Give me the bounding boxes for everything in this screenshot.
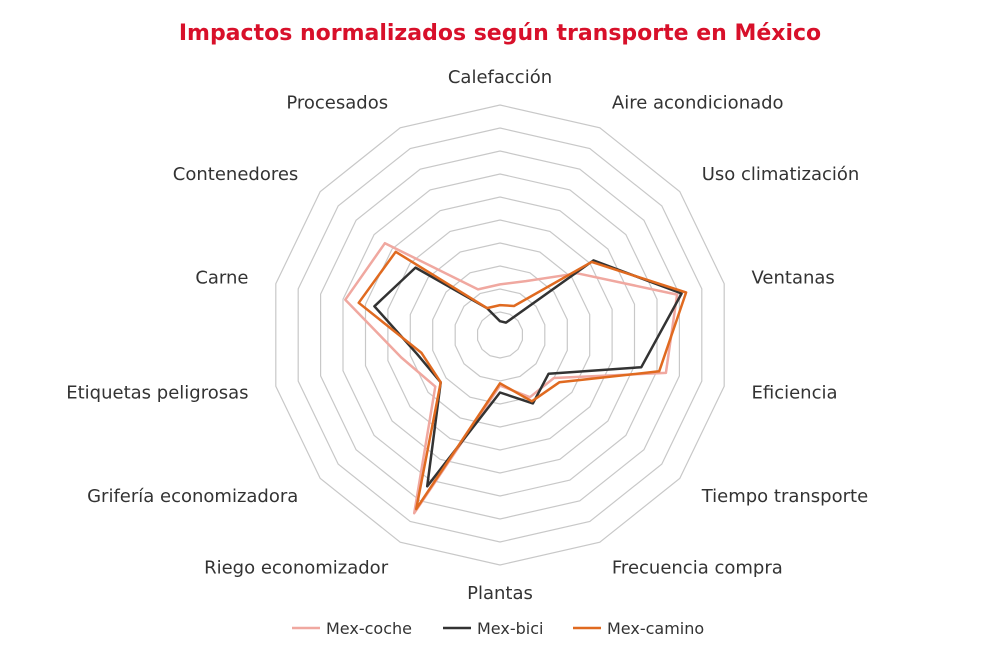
axis-label: Etiquetas peligrosas [66, 382, 248, 403]
axis-label: Riego economizador [204, 557, 389, 578]
legend-label: Mex-coche [326, 619, 412, 638]
legend: Mex-coche Mex-bici Mex-camino [292, 619, 704, 638]
grid-ring [364, 196, 636, 474]
axis-label: Contenedores [173, 164, 299, 185]
grid-ring [477, 311, 524, 359]
grid-ring [275, 104, 725, 566]
axis-label: Procesados [286, 93, 388, 114]
grid-ring [432, 265, 568, 405]
grid-ring [297, 127, 703, 543]
series-lines [344, 241, 688, 515]
grid-ring [387, 219, 613, 451]
chart-title: Impactos normalizados según transporte e… [179, 21, 821, 46]
series-mex-camino [357, 250, 688, 511]
legend-label: Mex-camino [607, 619, 704, 638]
axis-labels: Calefacción Aire acondicionado Uso climati… [66, 67, 868, 604]
axis-label: Uso climatización [702, 164, 860, 185]
axis-label: Tiempo transporte [701, 486, 868, 507]
series-mex-coche [344, 241, 679, 515]
legend-label: Mex-bici [477, 619, 543, 638]
axis-label: Ventanas [752, 268, 835, 289]
axis-label: Aire acondicionado [612, 93, 784, 114]
grid-ring [454, 288, 546, 382]
grid-ring [409, 242, 591, 428]
axis-label: Frecuencia compra [612, 557, 783, 578]
grid-ring [320, 150, 681, 520]
grid-ring [342, 173, 658, 497]
radar-grid [275, 104, 725, 566]
axis-label: Carne [195, 268, 248, 289]
axis-label: Grifería economizadora [87, 486, 298, 507]
axis-label: Calefacción [448, 67, 552, 88]
axis-label: Eficiencia [752, 382, 838, 403]
axis-label: Plantas [467, 583, 533, 604]
